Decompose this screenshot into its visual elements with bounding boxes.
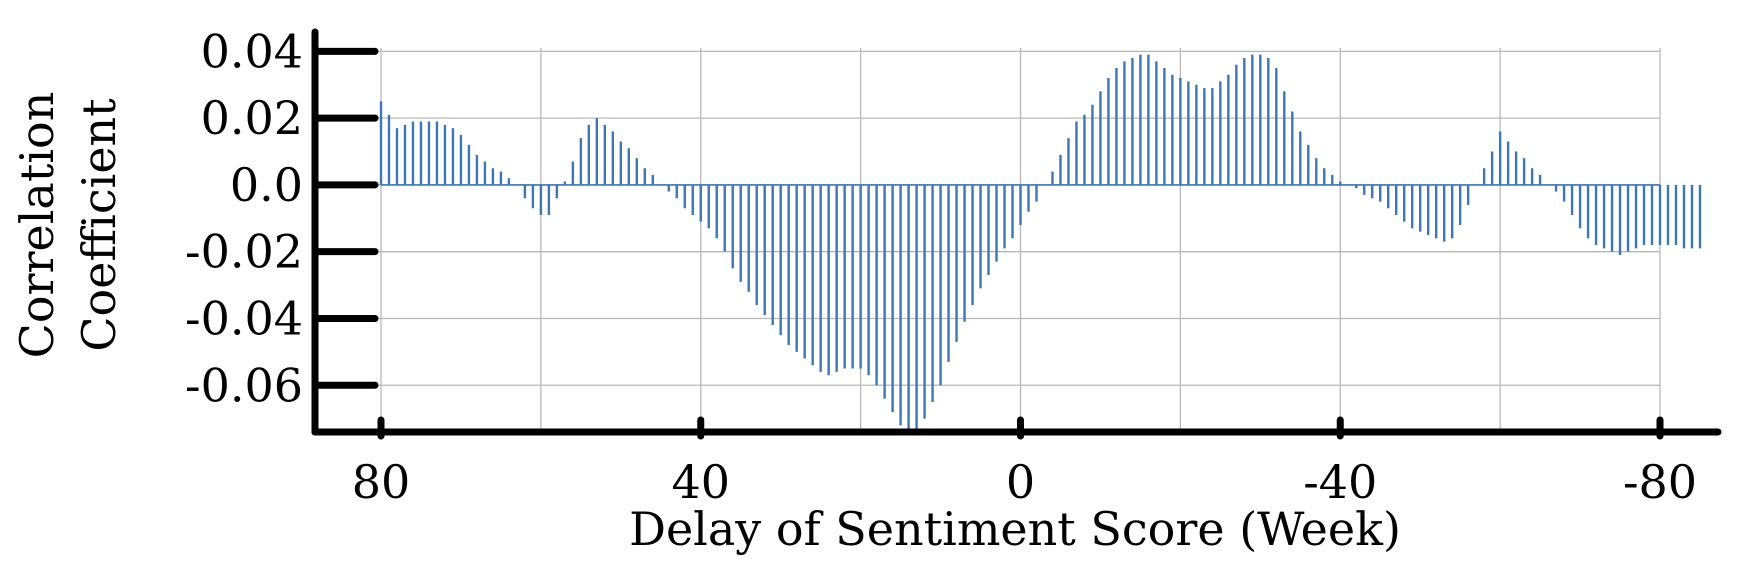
y-tick-label: 0.04 (201, 24, 303, 78)
x-axis-title: Delay of Sentiment Score (Week) (629, 502, 1401, 556)
x-tick-label: -40 (1303, 455, 1377, 509)
y-axis-title-line-1: Correlation (10, 92, 64, 359)
x-tick-label: 40 (671, 455, 730, 509)
x-tick-label: 80 (352, 455, 411, 509)
x-tick-label: -80 (1623, 455, 1697, 509)
y-tick-label: -0.02 (185, 225, 303, 279)
y-axis-title-line-2: Coefficient (72, 98, 126, 352)
y-tick-label: 0.0 (230, 158, 303, 212)
y-tick-label: 0.02 (201, 91, 303, 145)
x-tick-label: 0 (1006, 455, 1035, 509)
y-tick-label: -0.06 (185, 358, 303, 412)
axis-layer (311, 28, 1722, 440)
bar-layer (379, 54, 1702, 432)
label-layer: 0.04 0.02 0.0 -0.02 -0.04 -0.06 80 40 0 -40 -80 (185, 24, 1697, 509)
y-axis-title: Correlation Coefficient (10, 92, 126, 359)
y-tick-label: -0.04 (185, 291, 303, 345)
